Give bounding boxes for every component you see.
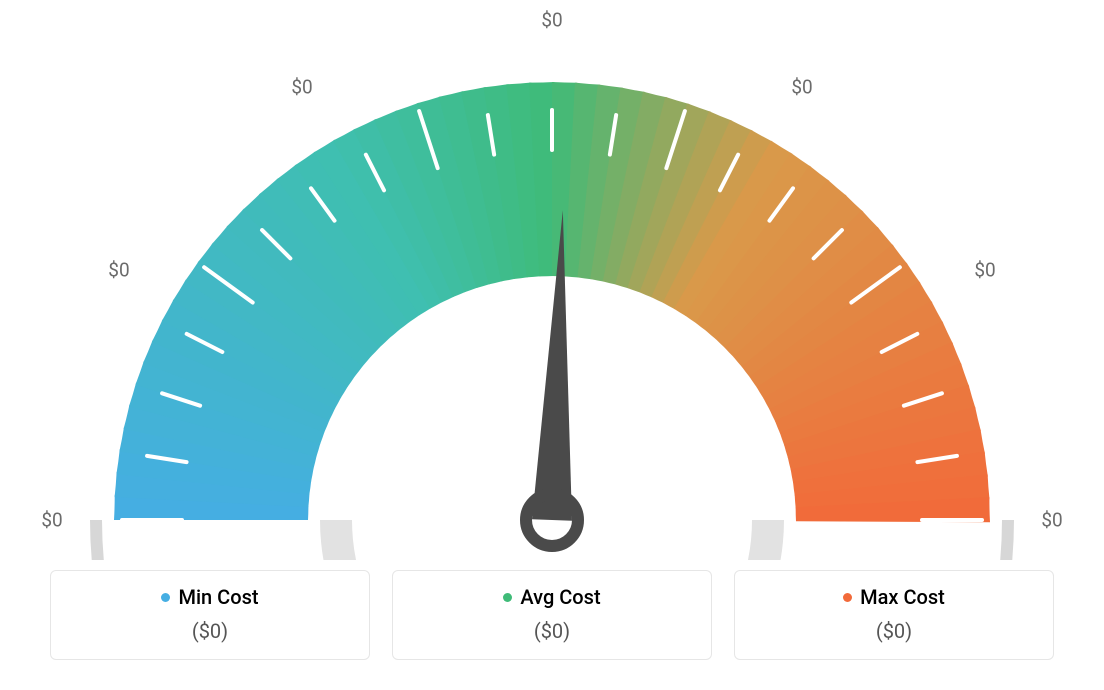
legend-dot-max xyxy=(843,593,852,602)
gauge-axis-label: $0 xyxy=(541,9,562,32)
gauge-axis-label: $0 xyxy=(41,509,62,532)
legend-card-min: Min Cost ($0) xyxy=(50,570,370,660)
legend-label-min: Min Cost xyxy=(178,585,258,609)
legend-card-avg: Avg Cost ($0) xyxy=(392,570,712,660)
legend-head-avg: Avg Cost xyxy=(503,585,600,609)
gauge-chart: $0 $0 $0 $0 $0 $0 $0 xyxy=(0,0,1104,560)
legend-dot-min xyxy=(161,593,170,602)
legend-row: Min Cost ($0) Avg Cost ($0) Max Cost ($0… xyxy=(0,570,1104,660)
legend-dot-avg xyxy=(503,593,512,602)
legend-label-avg: Avg Cost xyxy=(520,585,600,609)
legend-head-max: Max Cost xyxy=(843,585,945,609)
legend-head-min: Min Cost xyxy=(161,585,258,609)
legend-value-avg: ($0) xyxy=(393,619,711,643)
legend-card-max: Max Cost ($0) xyxy=(734,570,1054,660)
gauge-axis-label: $0 xyxy=(108,259,129,282)
gauge-axis-label: $0 xyxy=(791,75,812,98)
legend-value-max: ($0) xyxy=(735,619,1053,643)
gauge-axis-label: $0 xyxy=(1041,509,1062,532)
gauge-axis-label: $0 xyxy=(291,75,312,98)
gauge-svg xyxy=(0,0,1104,560)
legend-value-min: ($0) xyxy=(51,619,369,643)
legend-label-max: Max Cost xyxy=(860,585,945,609)
gauge-axis-label: $0 xyxy=(974,259,995,282)
